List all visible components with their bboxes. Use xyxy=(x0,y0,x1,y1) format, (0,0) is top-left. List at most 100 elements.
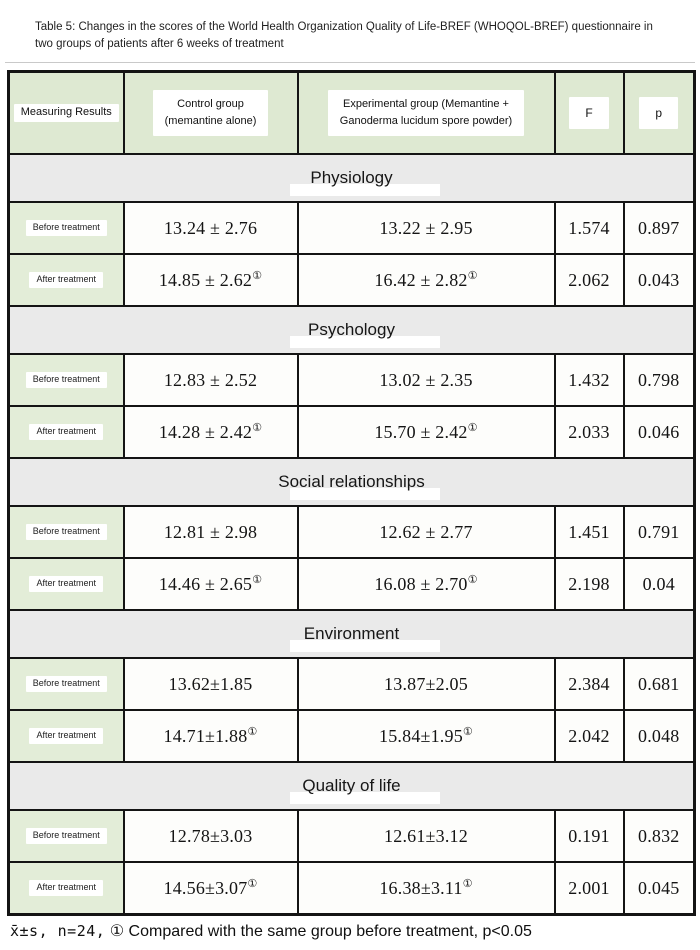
experimental-value: 16.38±3.11 xyxy=(379,877,463,898)
control-value-cell: 13.62±1.85 xyxy=(122,657,299,711)
experimental-header-line1: Experimental group (Memantine + xyxy=(342,97,509,110)
col-header-control-group: Control group (memantine alone) xyxy=(152,89,269,137)
experimental-value: 12.61±3.12 xyxy=(384,825,468,846)
section-title-cell: Social relationships xyxy=(7,457,696,507)
section-header-row-psychology: Psychology xyxy=(7,305,696,355)
whiteout-mark xyxy=(290,336,441,348)
section-title-social-relationships: Social relationships xyxy=(278,472,425,491)
row-label: After treatment xyxy=(29,880,104,896)
caption-line-1: Table 5: Changes in the scores of the Wo… xyxy=(35,21,653,33)
control-value-cell: 12.81 ± 2.98 xyxy=(122,505,299,559)
footnote-marker: ① xyxy=(247,724,258,738)
row-label: After treatment xyxy=(29,576,104,592)
table-caption: Table 5: Changes in the scores of the Wo… xyxy=(35,19,665,52)
p-value-cell: 0.832 xyxy=(622,809,696,863)
whiteout-mark xyxy=(290,488,441,500)
footnote-marker: ① xyxy=(252,268,263,282)
f-value-cell: 2.384 xyxy=(553,657,625,711)
row-label: After treatment xyxy=(29,728,104,744)
row-label-cell: Before treatment xyxy=(7,657,125,711)
p-value: 0.046 xyxy=(638,421,680,442)
row-label: Before treatment xyxy=(25,524,107,540)
f-value-cell: 2.198 xyxy=(553,557,625,611)
p-value-cell: 0.798 xyxy=(622,353,696,407)
f-value: 1.432 xyxy=(568,369,610,390)
experimental-value-cell: 12.61±3.12 xyxy=(296,809,556,863)
f-value: 2.062 xyxy=(568,269,610,290)
f-value: 0.191 xyxy=(568,825,610,846)
table-row-physiology-after: After treatment 14.85 ± 2.62① 16.42 ± 2.… xyxy=(7,253,696,307)
experimental-value-cell: 16.38±3.11① xyxy=(296,861,556,916)
caption-line-2: two groups of patients after 6 weeks of … xyxy=(35,37,284,50)
experimental-value: 15.84±1.95 xyxy=(379,725,463,746)
experimental-value: 13.02 ± 2.35 xyxy=(379,369,473,390)
p-value: 0.048 xyxy=(638,725,680,746)
footnote-marker: ① xyxy=(462,876,473,890)
table-row-social-after: After treatment 14.46 ± 2.65① 16.08 ± 2.… xyxy=(7,557,696,611)
p-value-cell: 0.681 xyxy=(622,657,696,711)
whiteout-mark xyxy=(290,184,441,196)
control-value: 12.83 ± 2.52 xyxy=(163,369,258,390)
control-value: 12.81 ± 2.98 xyxy=(163,521,258,542)
f-value: 2.198 xyxy=(568,573,610,594)
footnote-marker: ① xyxy=(467,420,478,434)
col-header-measuring-results-cell: Measuring Results xyxy=(7,70,125,155)
control-value: 14.56±3.07 xyxy=(163,877,248,898)
divider-line xyxy=(5,62,695,63)
control-value-cell: 14.56±3.07① xyxy=(122,861,299,916)
p-value: 0.04 xyxy=(642,573,675,594)
footnote-marker: ① xyxy=(467,572,478,586)
row-label: Before treatment xyxy=(25,676,107,692)
f-value: 2.384 xyxy=(568,673,610,694)
row-label-cell: Before treatment xyxy=(7,505,125,559)
col-header-f: F xyxy=(569,97,609,129)
whoqol-results-table: Measuring Results Control group (memantin… xyxy=(7,70,696,916)
table-row-quality-before: Before treatment 12.78±3.03 12.61±3.12 0… xyxy=(7,809,696,863)
experimental-value-cell: 15.70 ± 2.42① xyxy=(296,405,556,459)
col-header-p: p xyxy=(639,97,679,129)
control-value-cell: 12.83 ± 2.52 xyxy=(122,353,299,407)
control-value: 12.78±3.03 xyxy=(168,825,253,846)
control-value-cell: 14.28 ± 2.42① xyxy=(122,405,299,459)
col-header-measuring-results: Measuring Results xyxy=(13,104,119,122)
control-value: 13.24 ± 2.76 xyxy=(163,217,258,238)
table-row-social-before: Before treatment 12.81 ± 2.98 12.62 ± 2.… xyxy=(7,505,696,559)
control-header-line2: (memantine alone) xyxy=(164,115,257,127)
f-value: 1.451 xyxy=(568,521,610,542)
col-header-control-group-cell: Control group (memantine alone) xyxy=(122,70,299,155)
table-row-environment-before: Before treatment 13.62±1.85 13.87±2.05 2… xyxy=(7,657,696,711)
p-value-cell: 0.791 xyxy=(622,505,696,559)
footnote-text: ① Compared with the same group before tr… xyxy=(109,923,532,940)
p-value: 0.043 xyxy=(638,269,680,290)
col-header-f-cell: F xyxy=(553,70,625,155)
whiteout-mark xyxy=(290,792,441,804)
table-row-environment-after: After treatment 14.71±1.88① 15.84±1.95① … xyxy=(7,709,696,763)
row-label: Before treatment xyxy=(25,372,107,388)
control-header-line1: Control group xyxy=(177,97,244,110)
section-header-row-environment: Environment xyxy=(7,609,696,659)
section-title-quality-of-life: Quality of life xyxy=(302,776,401,795)
section-title-physiology: Physiology xyxy=(310,168,393,187)
control-value-cell: 13.24 ± 2.76 xyxy=(122,201,299,255)
row-label-cell: Before treatment xyxy=(7,353,125,407)
footnote-marker: ① xyxy=(252,420,263,434)
experimental-value-cell: 16.42 ± 2.82① xyxy=(296,253,556,307)
p-value: 0.798 xyxy=(638,369,680,390)
p-value-cell: 0.043 xyxy=(622,253,696,307)
row-label-cell: After treatment xyxy=(7,253,125,307)
experimental-value-cell: 15.84±1.95① xyxy=(296,709,556,763)
experimental-value: 16.08 ± 2.70 xyxy=(374,573,468,594)
p-value-cell: 0.04 xyxy=(622,557,696,611)
control-value: 14.46 ± 2.65 xyxy=(158,573,253,594)
row-label-cell: Before treatment xyxy=(7,809,125,863)
p-value: 0.791 xyxy=(638,521,680,542)
section-title-cell: Quality of life xyxy=(7,761,696,811)
experimental-value-cell: 12.62 ± 2.77 xyxy=(296,505,556,559)
experimental-value: 13.87±2.05 xyxy=(384,673,468,694)
footnote-marker: ① xyxy=(252,572,263,586)
f-value-cell: 1.432 xyxy=(553,353,625,407)
control-value-cell: 14.46 ± 2.65① xyxy=(122,557,299,611)
section-header-row-quality-of-life: Quality of life xyxy=(7,761,696,811)
row-label-cell: Before treatment xyxy=(7,201,125,255)
